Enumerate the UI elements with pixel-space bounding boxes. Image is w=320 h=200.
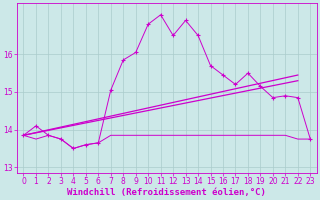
X-axis label: Windchill (Refroidissement éolien,°C): Windchill (Refroidissement éolien,°C)	[68, 188, 266, 197]
